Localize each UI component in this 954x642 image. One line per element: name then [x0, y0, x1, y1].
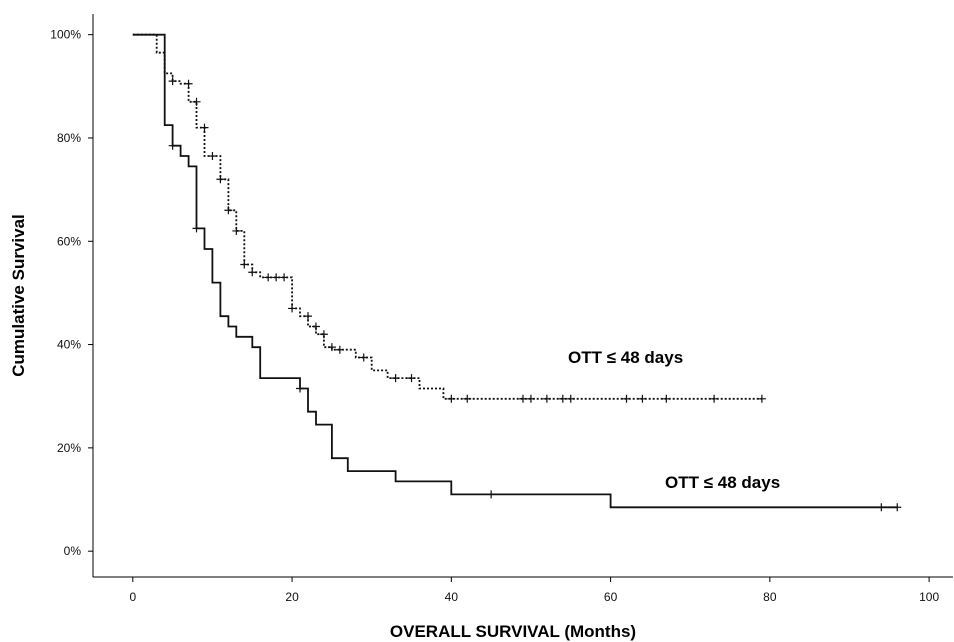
censor-mark [168, 141, 177, 150]
censor-mark [391, 374, 400, 383]
censor-mark [319, 330, 328, 339]
censor-mark [280, 273, 289, 282]
censor-mark [216, 175, 225, 184]
censor-mark [877, 503, 886, 512]
y-tick-label: 60% [57, 234, 81, 248]
censor-mark [264, 273, 273, 282]
x-tick-label: 0 [129, 590, 136, 604]
censor-mark [519, 394, 527, 403]
censor-mark [232, 226, 241, 235]
x-tick-label: 60 [604, 590, 618, 604]
censor-mark [240, 260, 249, 269]
y-tick-label: 0% [64, 544, 82, 558]
solid-survival-curve [132, 33, 898, 509]
y-tick-label: 20% [57, 441, 81, 455]
censor-mark [311, 322, 320, 331]
censor-mark [184, 79, 193, 88]
censor-mark [168, 77, 177, 86]
censor-mark [208, 152, 217, 161]
censor-mark [487, 490, 496, 499]
annotation-dotted-group: OTT ≤ 48 days [568, 348, 683, 367]
censor-mark [200, 123, 209, 132]
x-tick-label: 80 [763, 590, 777, 604]
x-tick-label: 100 [919, 590, 939, 604]
censor-mark [566, 394, 575, 403]
x-tick-label: 20 [285, 590, 299, 604]
y-tick-label: 80% [57, 131, 81, 145]
dotted-survival-curve [132, 33, 762, 400]
censor-mark [463, 394, 472, 403]
censor-mark [192, 224, 201, 233]
x-tick-label: 40 [445, 590, 459, 604]
censor-mark [542, 394, 551, 403]
censor-mark [662, 394, 671, 403]
ticks: 0% 20% 40% 60% 80% 100% 0 20 40 60 80 100 [50, 28, 939, 604]
series-layer [132, 33, 902, 512]
censor-mark [272, 273, 281, 282]
censor-mark [622, 394, 631, 403]
censor-mark [248, 268, 257, 277]
censor-mark [526, 394, 535, 403]
y-tick-label: 100% [50, 28, 81, 42]
censor-mark [447, 394, 456, 403]
axes [92, 14, 953, 578]
censor-mark [335, 345, 344, 354]
censor-mark [224, 206, 233, 215]
censor-mark [327, 343, 336, 352]
annotation-solid-group: OTT ≤ 48 days [665, 473, 780, 492]
censor-mark [558, 394, 567, 403]
censor-mark [710, 394, 719, 403]
censor-mark [638, 394, 647, 403]
censor-mark [407, 374, 416, 383]
censor-mark [359, 353, 368, 362]
x-axis-title: OVERALL SURVIVAL (Months) [390, 622, 636, 641]
censor-mark [893, 503, 902, 512]
censor-mark [296, 384, 305, 393]
censor-mark [192, 97, 201, 106]
censor-mark [304, 312, 312, 321]
y-axis-title: Cumulative Survival [9, 214, 28, 377]
censor-mark [757, 394, 766, 403]
y-tick-label: 40% [57, 338, 81, 352]
censor-mark [288, 304, 297, 313]
